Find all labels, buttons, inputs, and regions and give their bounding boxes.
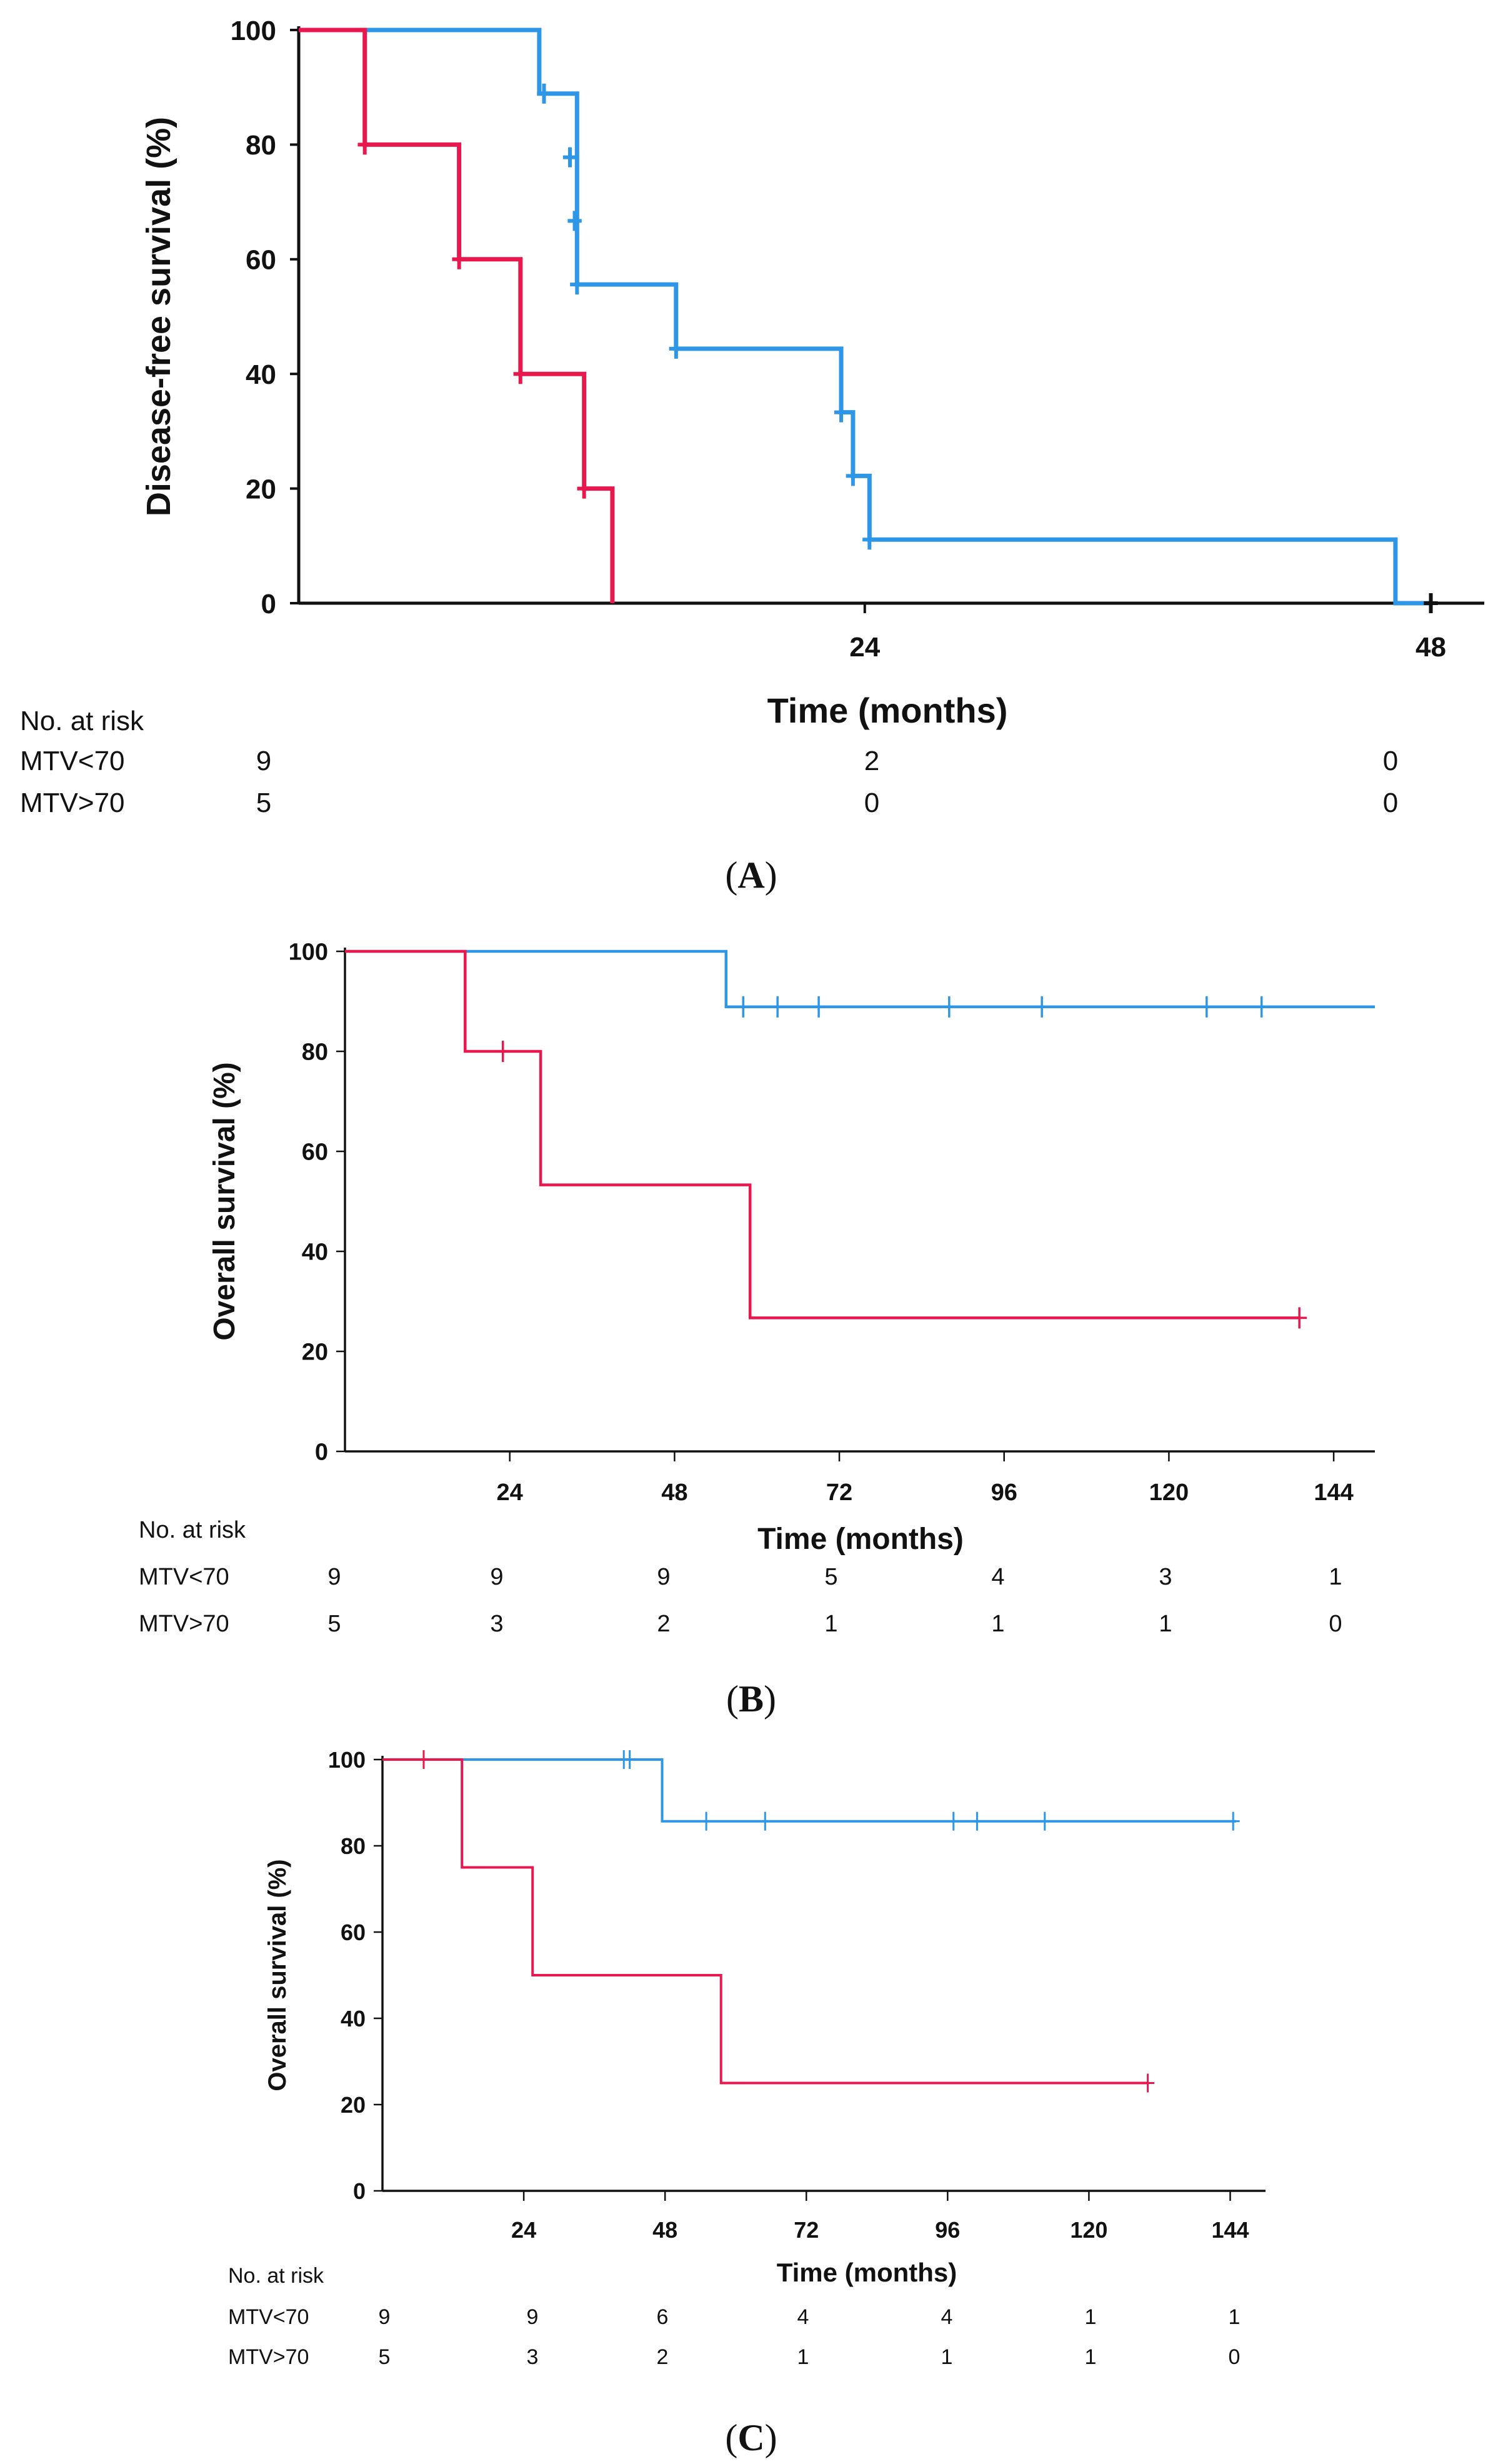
risk-count: 9 <box>256 746 271 776</box>
risk-count: 0 <box>864 788 879 818</box>
risk-count: 3 <box>490 1611 503 1637</box>
risk-count: 1 <box>1085 2305 1097 2329</box>
risk-count: 2 <box>657 1611 670 1637</box>
survival-curve-mtv-below-70 <box>382 1758 1236 1823</box>
risk-count: 9 <box>379 2305 391 2329</box>
risk-count: 4 <box>941 2305 953 2329</box>
risk-count: 9 <box>490 1564 503 1590</box>
risk-row-label: MTV>70 <box>139 1611 229 1637</box>
risk-count: 0 <box>1229 2345 1241 2369</box>
y-axis-label: Overall survival (%) <box>208 1062 241 1341</box>
y-axis-label: Disease-free survival (%) <box>140 117 177 516</box>
risk-row-label: MTV>70 <box>228 2345 309 2369</box>
y-axis-label: Overall survival (%) <box>264 1859 291 2091</box>
risk-count: 1 <box>797 2345 809 2369</box>
survival-curve-mtv-above-70 <box>382 1758 1148 2085</box>
x-tick-label: 72 <box>794 2217 819 2243</box>
risk-table-header: No. at risk <box>20 706 144 736</box>
x-tick-label: 24 <box>511 2217 536 2243</box>
risk-count: 1 <box>1229 2305 1241 2329</box>
survival-curve-mtv-above-70 <box>345 949 1300 1320</box>
y-tick-label: 40 <box>246 359 276 390</box>
risk-count: 3 <box>527 2345 539 2369</box>
risk-count: 0 <box>1383 788 1398 818</box>
risk-count: 5 <box>256 788 271 818</box>
y-tick-label: 0 <box>353 2178 366 2204</box>
y-tick-label: 80 <box>246 130 276 161</box>
y-tick-label: 0 <box>261 589 276 619</box>
x-tick-label: 72 <box>826 1480 852 1506</box>
risk-count: 1 <box>824 1611 837 1637</box>
x-tick-label: 24 <box>849 632 880 663</box>
risk-row-label: MTV<70 <box>139 1564 229 1590</box>
risk-count: 9 <box>527 2305 539 2329</box>
risk-row-label: MTV>70 <box>20 788 125 818</box>
y-tick-label: 100 <box>328 1747 366 1773</box>
risk-row-label: MTV<70 <box>228 2305 309 2329</box>
x-tick-label: 24 <box>497 1480 523 1506</box>
x-axis-label: Time (months) <box>777 2258 957 2287</box>
x-axis-label: Time (months) <box>767 691 1008 730</box>
risk-count: 5 <box>327 1611 341 1637</box>
y-tick-label: 60 <box>302 1139 328 1166</box>
risk-count: 1 <box>941 2345 953 2369</box>
risk-count: 1 <box>1159 1611 1172 1637</box>
risk-count: 4 <box>991 1564 1004 1590</box>
risk-count: 0 <box>1329 1611 1342 1637</box>
y-tick-label: 20 <box>246 474 276 504</box>
x-tick-label: 120 <box>1149 1480 1189 1506</box>
survival-curve-mtv-above-70 <box>299 28 615 603</box>
risk-count: 3 <box>1159 1564 1172 1590</box>
x-tick-label: 120 <box>1070 2217 1107 2243</box>
y-tick-label: 60 <box>341 1920 366 1945</box>
x-axis-label: Time (months) <box>757 1523 964 1556</box>
risk-row-label: MTV<70 <box>20 746 125 776</box>
risk-count: 1 <box>1329 1564 1342 1590</box>
risk-count: 0 <box>1383 746 1398 776</box>
panel-label: (B) <box>726 1678 776 1720</box>
y-tick-label: 40 <box>302 1240 328 1266</box>
y-tick-label: 20 <box>341 2092 366 2118</box>
y-tick-label: 60 <box>246 245 276 276</box>
x-tick-label: 144 <box>1314 1480 1353 1506</box>
risk-count: 1 <box>1085 2345 1097 2369</box>
y-tick-label: 40 <box>341 2006 366 2031</box>
x-tick-label: 144 <box>1211 2217 1249 2243</box>
risk-table-header: No. at risk <box>228 2264 324 2288</box>
y-tick-label: 100 <box>289 939 328 966</box>
x-tick-label: 96 <box>935 2217 960 2243</box>
risk-count: 6 <box>657 2305 669 2329</box>
risk-count: 9 <box>327 1564 341 1590</box>
panel-label: (A) <box>725 854 777 896</box>
risk-count: 9 <box>657 1564 670 1590</box>
risk-table-header: No. at risk <box>139 1517 246 1543</box>
survival-curve-mtv-below-70 <box>299 28 1431 606</box>
risk-count: 2 <box>864 746 879 776</box>
x-tick-label: 96 <box>991 1480 1017 1506</box>
risk-count: 4 <box>797 2305 809 2329</box>
y-tick-label: 80 <box>302 1039 328 1066</box>
x-tick-label: 48 <box>652 2217 677 2243</box>
risk-count: 5 <box>379 2345 391 2369</box>
y-tick-label: 20 <box>302 1340 328 1366</box>
y-tick-label: 100 <box>231 16 276 46</box>
x-tick-label: 48 <box>1416 632 1446 663</box>
y-tick-label: 80 <box>341 1833 366 1859</box>
y-tick-label: 0 <box>315 1440 328 1466</box>
survival-curve-mtv-below-70 <box>345 949 1375 1009</box>
panel-label: (C) <box>725 2417 777 2458</box>
risk-count: 1 <box>991 1611 1004 1637</box>
risk-count: 2 <box>657 2345 669 2369</box>
risk-count: 5 <box>824 1564 837 1590</box>
x-tick-label: 48 <box>661 1480 687 1506</box>
